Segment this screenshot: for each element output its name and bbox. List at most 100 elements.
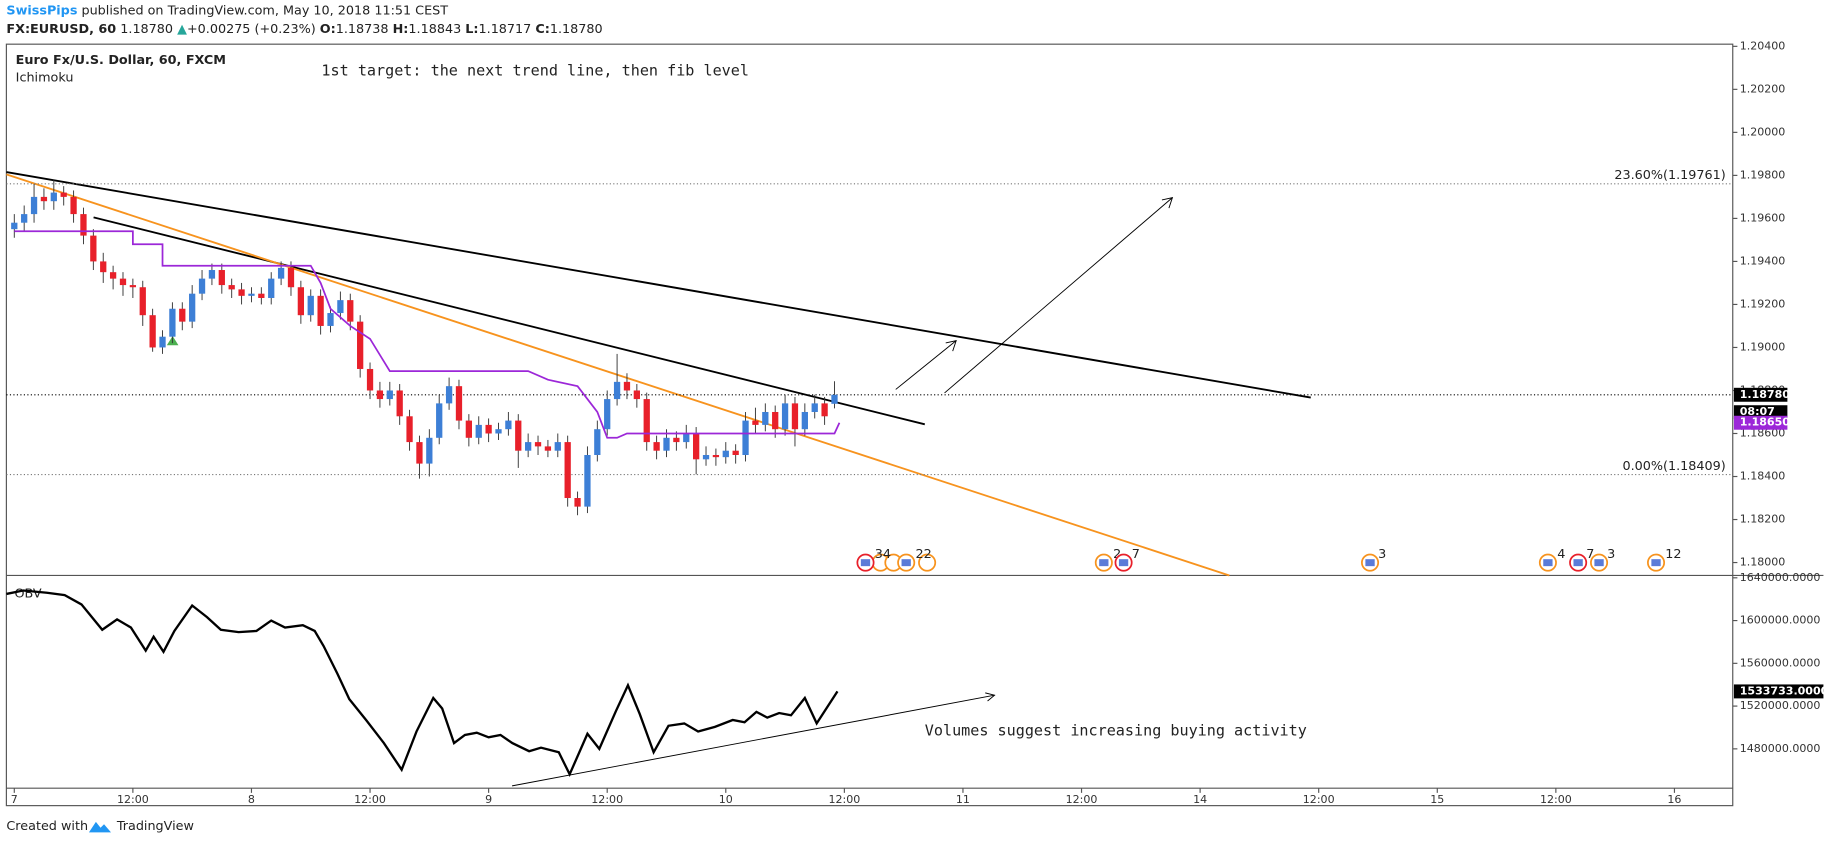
candle-body — [169, 308, 176, 337]
header-line-1: SwissPips published on TradingView.com, … — [6, 3, 448, 18]
candle-body — [495, 429, 502, 434]
candle-body — [633, 390, 640, 400]
trend-line — [93, 216, 926, 426]
footer-text: Created with — [6, 819, 88, 834]
event-flag — [1594, 559, 1604, 567]
y-tick-label: 1.20200 — [1740, 82, 1786, 95]
candle-body — [831, 394, 838, 404]
x-tick-label: 9 — [485, 793, 492, 806]
candle-body — [119, 278, 127, 286]
candle-body — [436, 403, 443, 438]
countdown-box — [1733, 405, 1788, 420]
candle-body — [613, 381, 621, 400]
x-tick-label: 12:00 — [1303, 793, 1335, 806]
candle-body — [821, 403, 828, 417]
x-tick-label: 12:00 — [1540, 793, 1572, 806]
candle-body — [327, 313, 334, 326]
ohlc-value: 1.18780 — [550, 22, 603, 37]
event-icon — [918, 553, 937, 572]
candle-body — [21, 214, 28, 223]
event-flag — [860, 559, 871, 567]
event-flag — [901, 559, 911, 567]
event-flag — [1118, 559, 1129, 567]
x-tick-label: 8 — [248, 793, 255, 806]
y-tick-label: 1560000.0000 — [1740, 656, 1821, 669]
candle-body — [693, 433, 700, 460]
candle-body — [179, 308, 186, 322]
x-tick-label: 14 — [1193, 793, 1207, 806]
candle-body — [554, 442, 561, 451]
candle-body — [366, 368, 374, 391]
arrow-head — [945, 339, 957, 352]
ohlc-key: O: — [320, 22, 336, 37]
candle-body — [653, 442, 660, 451]
y-tick-label: 1.19600 — [1740, 211, 1786, 224]
candle-body — [544, 446, 552, 451]
y-tick-label: 1.18600 — [1740, 426, 1786, 439]
candle-body — [594, 429, 601, 456]
candle-body — [742, 420, 749, 456]
candle-body — [357, 321, 364, 369]
footer: Created with TradingView — [6, 819, 194, 834]
candle-body — [781, 403, 789, 430]
candle-body — [416, 442, 423, 464]
x-tick-label: 12:00 — [354, 793, 386, 806]
arrow-head — [1161, 196, 1174, 209]
candle-body — [465, 420, 472, 438]
candle-body — [406, 416, 413, 443]
candle-body — [159, 336, 166, 348]
event-count: 7 — [1132, 547, 1140, 562]
obv-label: OBV — [15, 587, 42, 602]
event-flag — [1099, 559, 1109, 567]
ohlc-value: 1.18843 — [408, 22, 461, 37]
y-tick-label: 1.19000 — [1740, 340, 1786, 353]
event-flag — [1365, 559, 1375, 567]
ohlc-value: 1.18738 — [336, 22, 389, 37]
last-price-label-box — [1733, 387, 1788, 402]
candle-body — [564, 442, 571, 499]
y-tick-label: 1600000.0000 — [1740, 614, 1821, 627]
candle-body — [604, 399, 611, 430]
candle-body — [791, 403, 799, 430]
candle-body — [347, 300, 354, 322]
obv-value: 1533733.0000 — [1740, 684, 1824, 697]
candle-body — [129, 285, 137, 288]
y-tick-label: 1.20000 — [1740, 125, 1786, 138]
candle-body — [100, 261, 107, 273]
event-flag — [1543, 559, 1553, 567]
candle-body — [248, 293, 255, 296]
candle-body — [574, 498, 581, 507]
candle-body — [277, 267, 285, 279]
candle-body — [386, 390, 393, 400]
ohlc-key: L: — [465, 22, 478, 37]
candle-body — [287, 267, 295, 288]
candle-body — [445, 386, 453, 404]
candle-body — [376, 390, 384, 400]
candle-body — [238, 289, 245, 296]
candle-body — [60, 192, 67, 197]
y-tick-label: 1.18400 — [1740, 470, 1786, 483]
arrow — [944, 197, 1173, 394]
ohlc: O:1.18738 H:1.18843 L:1.18717 C:1.18780 — [316, 22, 603, 37]
event-count: 2 — [1113, 547, 1121, 562]
candle-body — [40, 196, 48, 202]
candle-body — [139, 287, 146, 316]
candle-body — [732, 450, 739, 456]
candle-body — [268, 278, 275, 298]
drawings — [6, 171, 1311, 787]
event-count: 3 — [1607, 547, 1615, 562]
ohlc-value: 1.18717 — [479, 22, 532, 37]
y-tick-label: 1.18000 — [1740, 556, 1786, 569]
candle-body — [50, 192, 57, 202]
y-tick-label: 1480000.0000 — [1740, 742, 1821, 755]
candle-body — [396, 390, 403, 417]
event-flag — [1573, 559, 1583, 567]
x-tick-label: 11 — [956, 793, 970, 806]
ohlc-key: H: — [393, 22, 409, 37]
y-tick-label: 1640000.0000 — [1740, 571, 1821, 584]
annotation: 1st target: the next trend line, then fi… — [321, 61, 749, 79]
obv-line — [6, 589, 839, 778]
candle-body — [228, 285, 235, 290]
candle-body — [307, 295, 314, 316]
